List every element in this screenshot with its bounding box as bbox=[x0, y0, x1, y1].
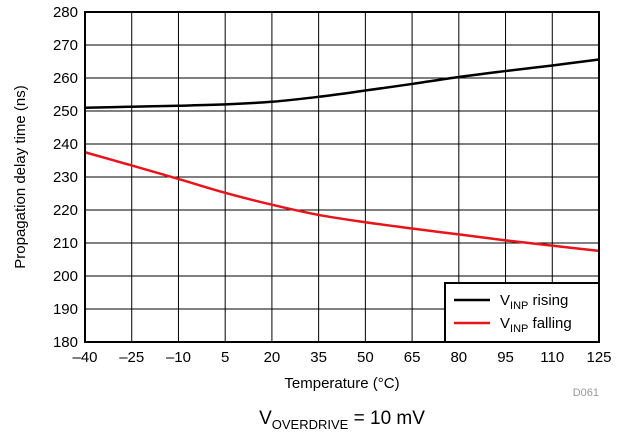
plot-frame bbox=[84, 11, 600, 343]
x-tick-label: –10 bbox=[166, 349, 191, 366]
x-tick-label: 65 bbox=[404, 349, 421, 366]
x-tick-label: 125 bbox=[586, 349, 611, 366]
chart-caption: VOVERDRIVE = 10 mV bbox=[259, 408, 425, 432]
y-tick-label: 190 bbox=[53, 301, 78, 318]
x-tick-label: 50 bbox=[357, 349, 374, 366]
x-tick-labels: –40 –25 –10 5 20 35 50 65 80 95 110 125 bbox=[72, 349, 611, 366]
y-tick-label: 230 bbox=[53, 169, 78, 186]
y-tick-label: 210 bbox=[53, 235, 78, 252]
series-line-falling bbox=[84, 151, 600, 253]
x-tick-label: 95 bbox=[497, 349, 514, 366]
y-tick-label: 200 bbox=[53, 268, 78, 285]
legend-box bbox=[444, 282, 600, 343]
x-tick-label: 5 bbox=[221, 349, 229, 366]
y-tick-labels: 180 190 200 210 220 230 240 250 260 270 280 bbox=[53, 4, 78, 351]
series-line-rising bbox=[84, 58, 600, 109]
legend-label-rising: VINP rising bbox=[500, 292, 568, 312]
x-tick-label: –25 bbox=[119, 349, 144, 366]
x-tick-label: 110 bbox=[540, 349, 564, 366]
y-axis-label: Propagation delay time (ns) bbox=[12, 85, 29, 268]
y-tick-label: 220 bbox=[53, 202, 78, 219]
x-tick-label: –40 bbox=[72, 349, 97, 366]
series-layer bbox=[84, 58, 600, 253]
legend: VINP rising VINP falling bbox=[444, 282, 600, 343]
y-tick-label: 180 bbox=[53, 334, 78, 351]
figure-code: D061 bbox=[573, 387, 599, 399]
y-tick-label: 250 bbox=[53, 103, 78, 120]
x-tick-label: 35 bbox=[310, 349, 327, 366]
y-tick-label: 280 bbox=[53, 4, 78, 21]
y-tick-label: 240 bbox=[53, 136, 78, 153]
x-tick-label: 80 bbox=[450, 349, 467, 366]
y-tick-label: 260 bbox=[53, 70, 78, 87]
y-tick-label: 270 bbox=[53, 37, 78, 54]
x-tick-label: 20 bbox=[264, 349, 281, 366]
legend-label-falling: VINP falling bbox=[500, 315, 572, 335]
x-axis-label: Temperature (°C) bbox=[284, 375, 399, 392]
